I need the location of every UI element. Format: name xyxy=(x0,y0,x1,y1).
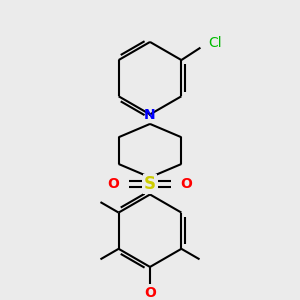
Text: N: N xyxy=(144,179,156,193)
Text: O: O xyxy=(144,286,156,300)
Text: O: O xyxy=(181,177,192,191)
Text: N: N xyxy=(144,108,156,122)
Text: S: S xyxy=(144,175,156,193)
Text: O: O xyxy=(108,177,119,191)
Text: Cl: Cl xyxy=(208,36,222,50)
